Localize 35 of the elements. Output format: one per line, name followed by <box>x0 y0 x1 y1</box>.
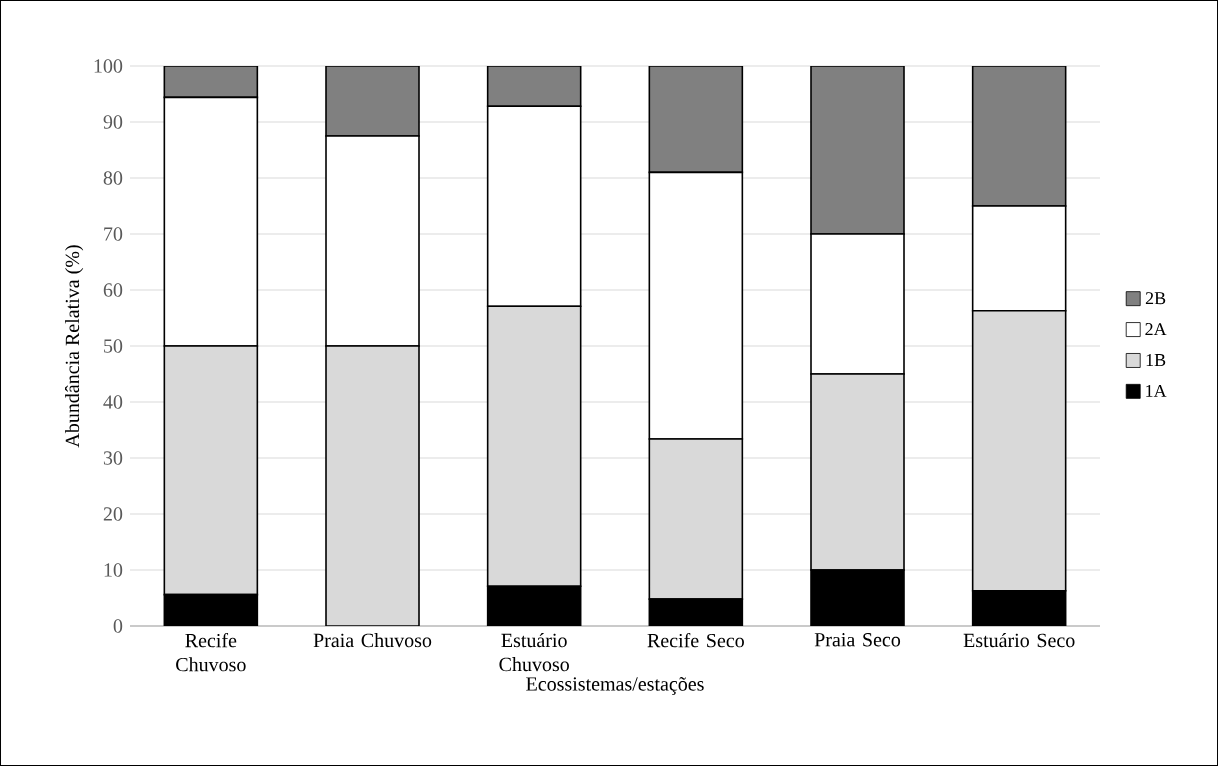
y-tick-label: 80 <box>103 171 123 185</box>
y-axis-title: Abundância Relativa (%) <box>65 245 84 448</box>
y-tick-label: 30 <box>103 451 123 465</box>
bar <box>971 66 1067 207</box>
bar <box>163 345 259 596</box>
bar <box>486 66 582 108</box>
legend-label: 1B <box>1146 354 1166 366</box>
bar <box>325 66 420 137</box>
y-tick-label: 70 <box>104 227 123 241</box>
bar <box>810 66 905 235</box>
x-tick-label: Recife Seco <box>647 633 744 648</box>
bar <box>971 309 1067 592</box>
x-tick-label: Praia Chuvoso <box>313 633 432 648</box>
y-tick-label: 50 <box>104 339 123 353</box>
y-tick-label: 0 <box>113 619 123 633</box>
bar <box>325 345 420 626</box>
legend-label: 2B <box>1145 292 1166 305</box>
bar <box>648 438 744 600</box>
x-tick-label: Praia Seco <box>814 633 901 647</box>
bar <box>486 305 582 588</box>
y-tick-label: 20 <box>103 507 123 521</box>
legend-label: 1A <box>1146 384 1167 397</box>
x-tick-label: Recife Chuvoso <box>176 633 246 672</box>
bar <box>810 373 905 571</box>
bar <box>648 66 744 174</box>
y-tick-label: 40 <box>103 395 123 409</box>
x-axis-title: Ecossistemas/estações <box>526 677 704 695</box>
legend-label: 2A <box>1145 323 1167 336</box>
y-tick-label: 60 <box>103 283 123 297</box>
y-tick-label: 90 <box>103 115 123 129</box>
bar <box>163 66 259 99</box>
y-tick-label: 10 <box>104 563 123 577</box>
x-tick-label: Estuário Seco <box>963 633 1075 648</box>
y-tick-label: 100 <box>94 59 123 73</box>
x-tick-label: Estuário Chuvoso <box>499 633 569 672</box>
